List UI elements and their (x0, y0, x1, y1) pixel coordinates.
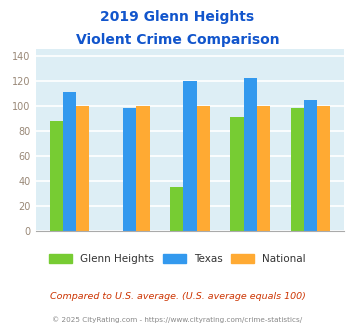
Bar (136, 106, 149, 231)
Text: 2019 Glenn Heights: 2019 Glenn Heights (100, 10, 255, 24)
Bar (63, 92, 76, 231)
Bar (170, 187, 183, 231)
Bar (304, 100, 317, 231)
Bar (244, 78, 257, 231)
Text: Compared to U.S. average. (U.S. average equals 100): Compared to U.S. average. (U.S. average … (50, 292, 305, 301)
Bar (50, 121, 63, 231)
Bar (257, 106, 270, 231)
Bar (123, 108, 136, 231)
Bar (290, 108, 304, 231)
Legend: Glenn Heights, Texas, National: Glenn Heights, Texas, National (45, 249, 310, 268)
Bar (317, 106, 330, 231)
Text: © 2025 CityRating.com - https://www.cityrating.com/crime-statistics/: © 2025 CityRating.com - https://www.city… (53, 317, 302, 323)
Bar (183, 81, 197, 231)
Bar (76, 106, 89, 231)
Bar (197, 106, 210, 231)
Text: Violent Crime Comparison: Violent Crime Comparison (76, 33, 279, 47)
Bar (230, 117, 244, 231)
